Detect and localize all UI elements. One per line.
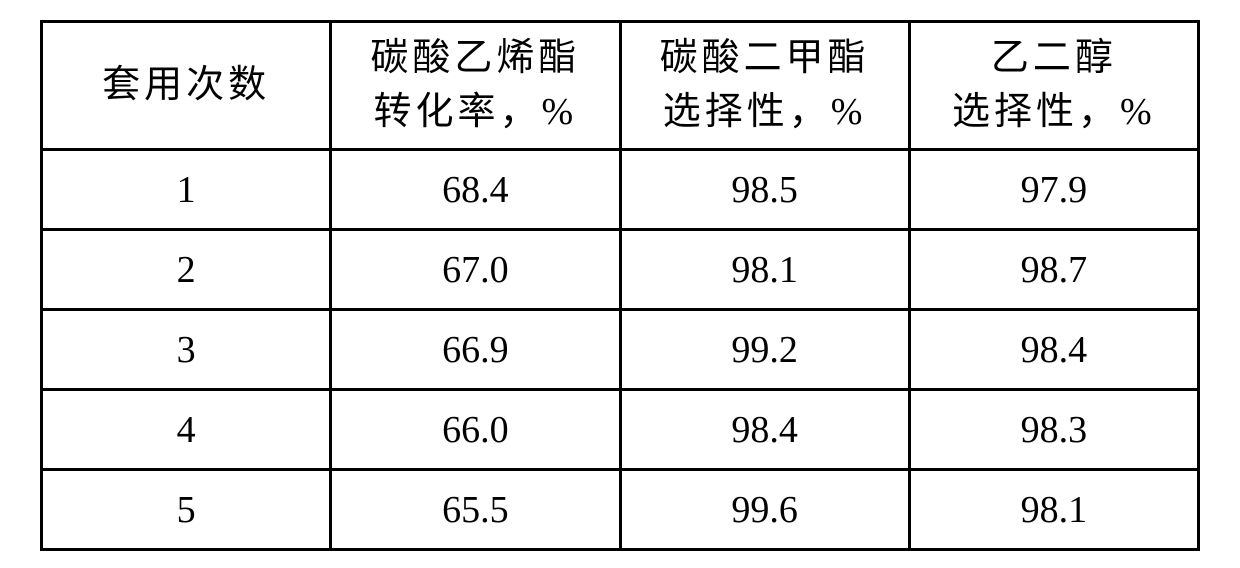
cell: 67.0 [331, 230, 620, 310]
table-body: 1 68.4 98.5 97.9 2 67.0 98.1 98.7 3 66.9… [42, 150, 1199, 550]
cell: 98.4 [620, 390, 909, 470]
col-header-0: 套用次数 [42, 22, 331, 150]
cell: 98.1 [620, 230, 909, 310]
cell: 99.6 [620, 470, 909, 550]
table-row: 1 68.4 98.5 97.9 [42, 150, 1199, 230]
cell: 4 [42, 390, 331, 470]
table-container: 套用次数 碳酸乙烯酯 转化率，% 碳酸二甲酯 选择性，% 乙二 [0, 0, 1240, 568]
table-row: 2 67.0 98.1 98.7 [42, 230, 1199, 310]
table-header-row: 套用次数 碳酸乙烯酯 转化率，% 碳酸二甲酯 选择性，% 乙二 [42, 22, 1199, 150]
cell: 99.2 [620, 310, 909, 390]
cell: 98.3 [909, 390, 1198, 470]
col-header-2-line1: 碳酸二甲酯 [660, 32, 870, 85]
cell: 66.9 [331, 310, 620, 390]
table-row: 5 65.5 99.6 98.1 [42, 470, 1199, 550]
cell: 97.9 [909, 150, 1198, 230]
col-header-1-line2: 转化率，% [374, 86, 578, 139]
cell: 3 [42, 310, 331, 390]
cell: 98.7 [909, 230, 1198, 310]
table-row: 4 66.0 98.4 98.3 [42, 390, 1199, 470]
col-header-3-line1: 乙二醇 [991, 32, 1117, 85]
col-header-2: 碳酸二甲酯 选择性，% [620, 22, 909, 150]
cell: 5 [42, 470, 331, 550]
col-header-0-label: 套用次数 [43, 51, 329, 120]
col-header-3-line2: 选择性，% [952, 86, 1156, 139]
col-header-1-line1: 碳酸乙烯酯 [370, 32, 580, 85]
cell: 66.0 [331, 390, 620, 470]
cell: 98.5 [620, 150, 909, 230]
cell: 68.4 [331, 150, 620, 230]
cell: 65.5 [331, 470, 620, 550]
col-header-1: 碳酸乙烯酯 转化率，% [331, 22, 620, 150]
cell: 2 [42, 230, 331, 310]
cell: 98.4 [909, 310, 1198, 390]
cell: 98.1 [909, 470, 1198, 550]
data-table: 套用次数 碳酸乙烯酯 转化率，% 碳酸二甲酯 选择性，% 乙二 [40, 20, 1200, 551]
table-row: 3 66.9 99.2 98.4 [42, 310, 1199, 390]
col-header-3: 乙二醇 选择性，% [909, 22, 1198, 150]
cell: 1 [42, 150, 331, 230]
col-header-2-line2: 选择性，% [663, 86, 867, 139]
